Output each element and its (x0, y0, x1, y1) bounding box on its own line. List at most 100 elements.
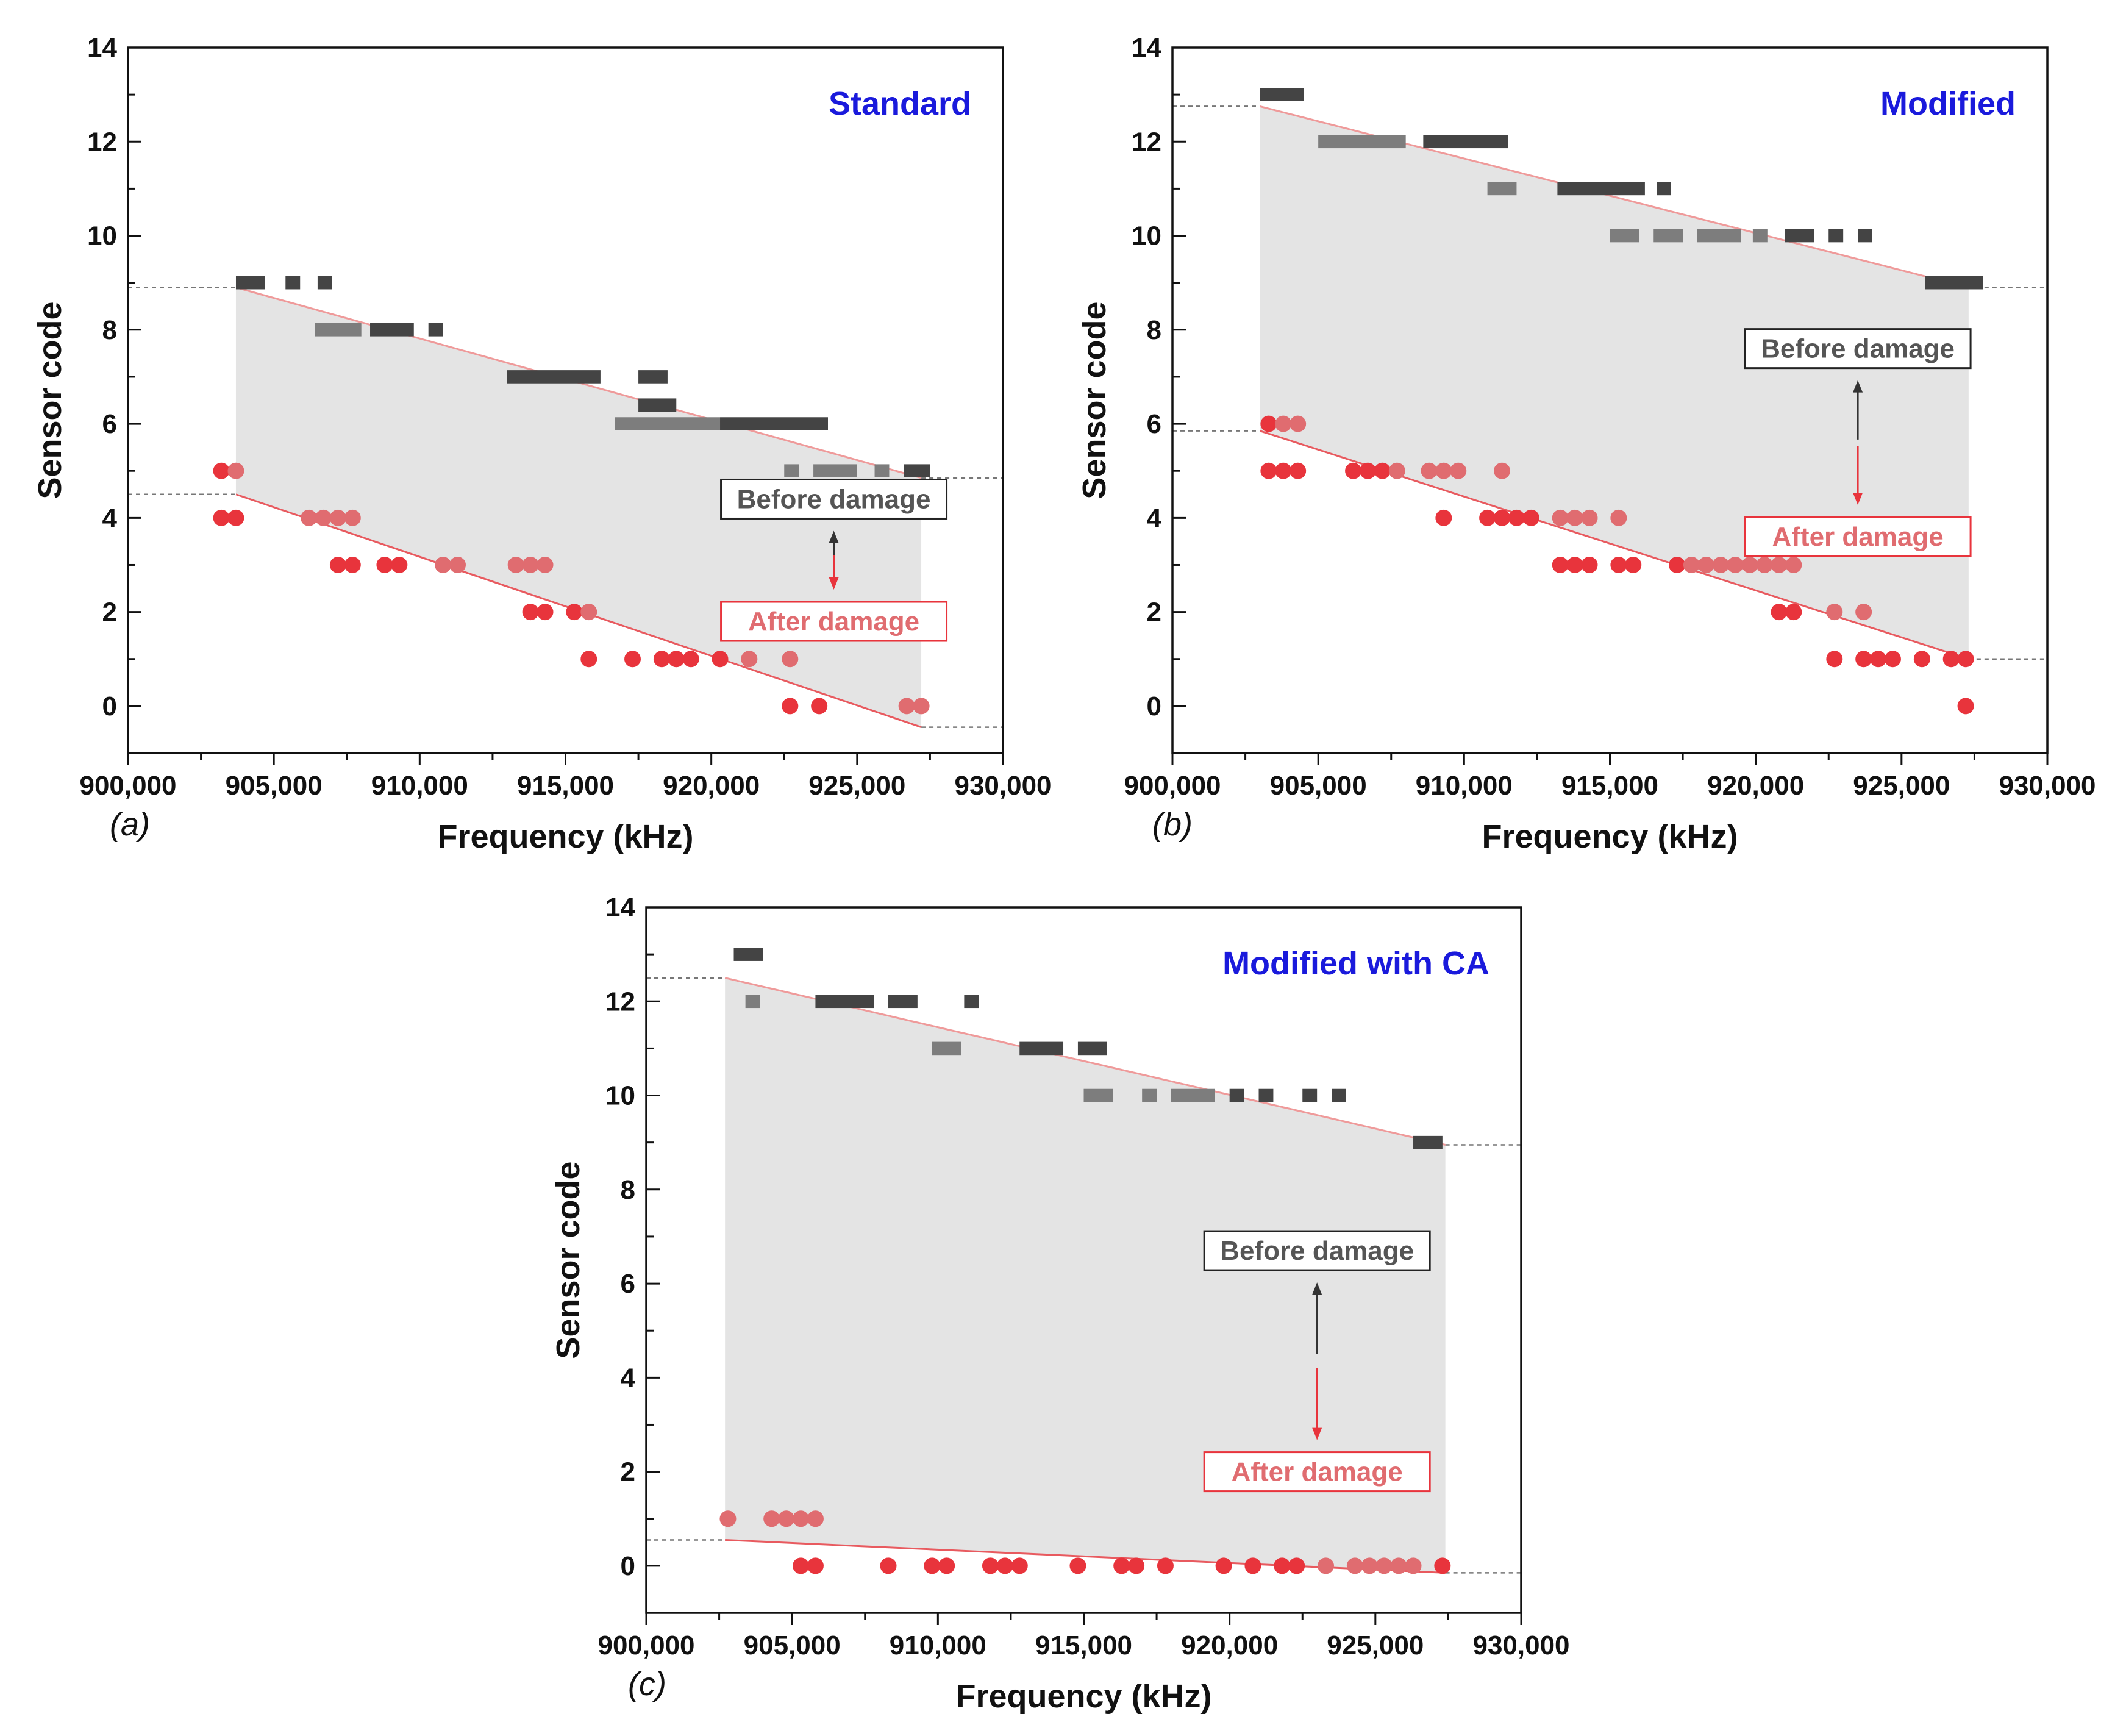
panel-label: (b) (1152, 806, 1193, 843)
after-damage-point (793, 1557, 810, 1574)
before-damage-bar (1653, 229, 1683, 243)
before-damage-bar (904, 464, 930, 477)
after-damage-point (1552, 509, 1569, 526)
before-damage-bar (638, 370, 668, 384)
x-tick-label: 910,000 (1416, 771, 1513, 801)
legend-after-text: After damage (1772, 522, 1943, 552)
x-axis-label: Frequency (kHz) (437, 818, 693, 855)
legend-before-text: Before damage (1220, 1236, 1414, 1266)
after-damage-point (778, 1510, 795, 1527)
legend-before-text: Before damage (1761, 334, 1955, 364)
after-damage-point (1157, 1557, 1174, 1574)
after-damage-point (1957, 698, 1974, 715)
after-damage-point (1260, 415, 1277, 432)
before-damage-bar (315, 323, 362, 337)
after-damage-point (880, 1557, 897, 1574)
x-tick-label: 920,000 (1707, 771, 1804, 801)
x-tick-label: 925,000 (1327, 1631, 1424, 1660)
after-damage-point (1128, 1557, 1145, 1574)
after-damage-point (1741, 556, 1758, 573)
after-damage-point (1450, 462, 1467, 479)
after-damage-point (1290, 415, 1307, 432)
after-damage-point (1625, 556, 1642, 573)
after-damage-point (653, 651, 670, 668)
panel-label: (c) (628, 1666, 666, 1702)
after-damage-point (227, 509, 244, 526)
after-damage-point (782, 651, 799, 668)
before-damage-bar (1610, 229, 1639, 243)
after-damage-point (807, 1510, 824, 1527)
x-tick-label: 910,000 (371, 771, 468, 801)
after-damage-point (1697, 556, 1714, 573)
y-tick-label: 8 (621, 1175, 635, 1205)
before-damage-bar (964, 995, 979, 1009)
before-damage-bar (1258, 1088, 1274, 1102)
before-damage-bar (1828, 229, 1844, 243)
after-damage-point (1884, 651, 1901, 668)
before-damage-bar (813, 464, 857, 477)
arrow-down-icon (829, 577, 839, 590)
before-damage-bar (1332, 1088, 1346, 1102)
x-tick-label: 905,000 (226, 771, 323, 801)
after-damage-point (1318, 1557, 1335, 1574)
x-tick-label: 915,000 (1035, 1631, 1132, 1660)
after-damage-point (1957, 651, 1974, 668)
after-damage-point (1826, 651, 1843, 668)
panel-b: 0 2 4 6 8 10 12 14 900,000 905,000 910,000 915,000 9… (1076, 33, 2096, 855)
y-tick-label: 12 (87, 127, 117, 157)
arrow-down-icon (1312, 1427, 1322, 1440)
panel-label: (a) (110, 806, 150, 843)
after-damage-point (1727, 556, 1744, 573)
before-damage-bar (1423, 135, 1508, 149)
after-damage-point (1011, 1557, 1028, 1574)
after-damage-point (1374, 462, 1391, 479)
after-damage-point (1346, 1557, 1363, 1574)
after-damage-point (1390, 1557, 1407, 1574)
after-damage-point (213, 509, 230, 526)
legend-before-box (1744, 328, 1972, 370)
x-tick-label: 905,000 (744, 1631, 841, 1660)
before-damage-bar (507, 370, 601, 384)
after-damage-point (1942, 651, 1960, 668)
before-damage-bar (1657, 182, 1671, 196)
after-damage-point (719, 1510, 737, 1527)
before-damage-bar (1557, 182, 1645, 196)
x-tick-label: 915,000 (1561, 771, 1658, 801)
arrow-down-icon (1853, 493, 1863, 505)
legend-after-box (1203, 1451, 1431, 1493)
before-damage-bar (1229, 1088, 1244, 1102)
x-tick-label: 930,000 (1999, 771, 2096, 801)
after-damage-point (391, 556, 408, 573)
legend-after-box (1744, 516, 1972, 557)
after-damage-point (344, 509, 361, 526)
after-damage-point (624, 651, 641, 668)
before-damage-bar (615, 417, 721, 430)
after-damage-point (1771, 556, 1788, 573)
after-damage-point (1756, 556, 1773, 573)
before-damage-bar (638, 398, 677, 412)
arrow-up-icon (1312, 1282, 1322, 1295)
x-tick-label: 900,000 (1124, 771, 1221, 801)
panel-a: 0 2 4 6 8 10 12 14 900,000 905,000 910,000 915,000 9… (32, 33, 1052, 855)
after-damage-point (807, 1557, 824, 1574)
after-damage-point (938, 1557, 955, 1574)
after-damage-point (1552, 556, 1569, 573)
y-axis-label: Sensor code (32, 301, 68, 499)
before-damage-bar (428, 323, 443, 337)
legend-before-text: Before damage (737, 484, 931, 514)
after-damage-point (1610, 556, 1627, 573)
after-damage-point (898, 698, 915, 715)
after-damage-point (1479, 509, 1496, 526)
legend-after-box (720, 601, 948, 642)
after-damage-point (435, 556, 452, 573)
after-damage-point (1566, 556, 1583, 573)
after-damage-point (782, 698, 799, 715)
after-damage-point (1215, 1557, 1232, 1574)
before-damage-bar (720, 417, 828, 430)
before-damage-bar (874, 464, 890, 477)
after-damage-point (712, 651, 729, 668)
y-tick-label: 0 (621, 1551, 635, 1581)
after-damage-point (580, 651, 597, 668)
after-damage-point (924, 1557, 941, 1574)
after-damage-point (1435, 509, 1452, 526)
